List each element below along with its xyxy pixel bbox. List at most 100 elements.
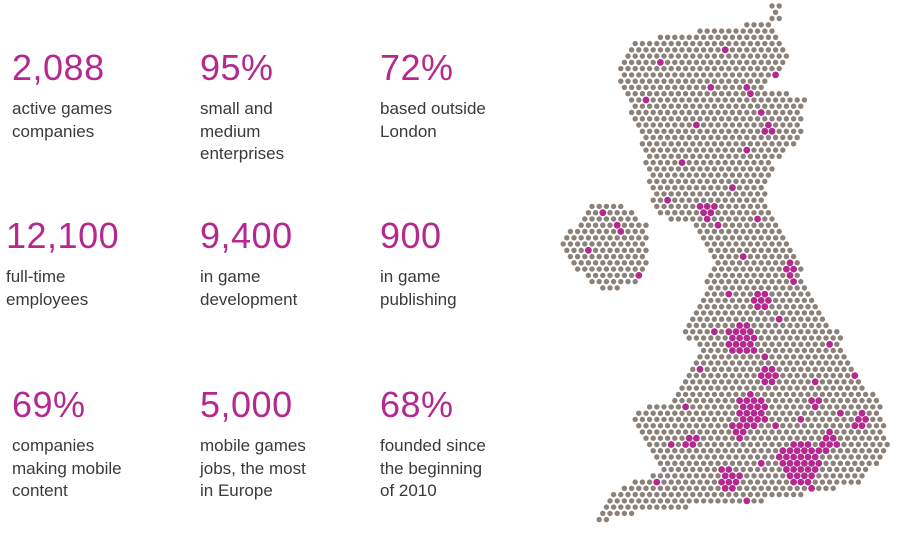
map-dot — [744, 210, 750, 216]
map-dot — [704, 341, 710, 347]
map-dot — [690, 366, 696, 372]
map-dot — [690, 316, 696, 322]
map-dot — [711, 404, 718, 410]
map-dot — [726, 316, 732, 322]
map-dot — [693, 410, 700, 416]
map-dot — [758, 97, 764, 103]
map-dot — [747, 241, 754, 247]
map-dot — [834, 379, 840, 385]
map-dot — [726, 166, 732, 172]
map-dot — [808, 297, 815, 304]
map-dot — [780, 410, 786, 416]
map-dot — [708, 410, 714, 416]
map-dot — [700, 109, 707, 116]
map-dot — [668, 103, 674, 109]
map-dot — [704, 491, 710, 498]
map-dot — [783, 241, 790, 247]
map-dot — [693, 197, 700, 203]
hotspot-dot — [761, 378, 769, 386]
map-dot — [747, 441, 754, 448]
map-dot — [762, 479, 768, 485]
map-dot — [790, 391, 797, 398]
map-dot — [664, 84, 671, 91]
hotspot-dot — [786, 472, 794, 480]
map-dot — [711, 141, 718, 147]
map-dot — [747, 454, 754, 460]
map-dot — [718, 203, 725, 210]
map-dot — [711, 391, 718, 398]
map-dot — [780, 147, 786, 153]
map-dot — [610, 241, 617, 247]
map-dot — [657, 423, 664, 429]
map-dot — [672, 448, 678, 454]
map-dot — [758, 247, 764, 253]
map-dot — [711, 266, 718, 272]
map-dot — [726, 404, 732, 410]
map-dot — [657, 159, 664, 166]
map-dot — [661, 454, 667, 460]
map-dot — [654, 116, 660, 122]
map-dot — [711, 416, 718, 423]
map-dot — [751, 185, 757, 191]
map-dot — [780, 335, 786, 341]
map-dot — [776, 416, 782, 423]
map-dot — [794, 285, 800, 291]
map-dot — [650, 435, 656, 441]
map-dot — [834, 341, 840, 347]
map-dot — [661, 416, 667, 423]
map-dot — [657, 172, 664, 178]
map-dot — [816, 372, 822, 379]
map-dot — [596, 228, 602, 235]
map-dot — [765, 473, 772, 479]
map-dot — [837, 423, 844, 429]
map-dot — [697, 53, 703, 59]
description-line: development — [200, 289, 298, 309]
hotspot-dot — [696, 203, 704, 210]
map-dot — [776, 491, 782, 498]
map-dot — [564, 247, 570, 253]
map-dot — [754, 466, 761, 473]
map-dot — [794, 423, 800, 429]
map-dot — [657, 473, 664, 479]
map-dot — [625, 491, 631, 498]
map-dot — [740, 216, 746, 222]
map-dot — [675, 203, 682, 210]
map-dot — [708, 322, 714, 329]
map-dot — [776, 153, 782, 159]
map-dot — [574, 241, 581, 247]
description-line: the beginning — [380, 458, 483, 478]
map-dot — [844, 410, 851, 416]
map-dot — [758, 210, 764, 216]
hotspot-dot — [783, 453, 790, 461]
map-dot — [672, 59, 678, 66]
map-dot — [736, 247, 743, 253]
map-dot — [754, 191, 761, 197]
hotspot-dot — [768, 378, 776, 386]
map-dot — [618, 216, 624, 222]
map-dot — [690, 65, 696, 72]
map-dot — [722, 210, 728, 216]
map-dot — [758, 272, 764, 279]
map-dot — [661, 128, 667, 134]
map-dot — [744, 34, 750, 40]
map-dot — [686, 385, 692, 391]
map-dot — [708, 448, 714, 454]
map-dot — [589, 216, 595, 222]
map-dot — [780, 297, 786, 304]
map-dot — [628, 510, 635, 517]
map-dot — [718, 228, 725, 235]
hotspot-dot — [750, 422, 758, 430]
map-dot — [855, 479, 862, 485]
map-dot — [733, 241, 739, 247]
map-dot — [762, 253, 768, 260]
map-dot — [675, 91, 682, 97]
map-dot — [754, 153, 761, 159]
map-dot — [769, 65, 775, 72]
stat: 12,100 full-time employees — [6, 216, 186, 311]
map-dot — [654, 53, 660, 59]
map-dot — [700, 310, 707, 316]
hotspot-dot — [682, 441, 689, 448]
hotspot-dot — [696, 365, 704, 373]
map-dot — [823, 322, 829, 329]
